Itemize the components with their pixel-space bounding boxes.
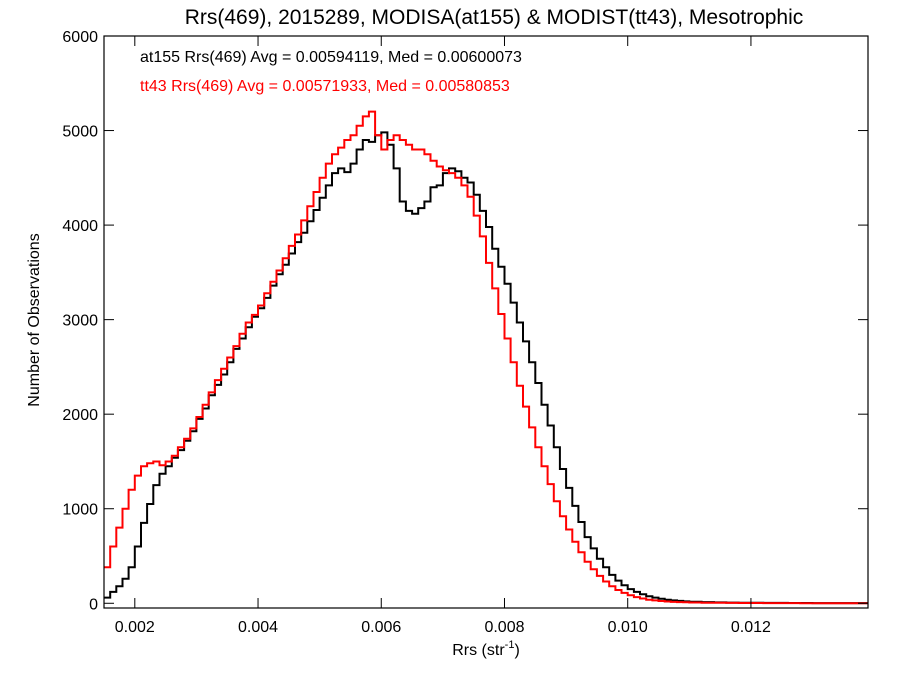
y-tick-label: 3000 bbox=[62, 313, 98, 330]
y-tick-label: 1000 bbox=[62, 502, 98, 519]
x-tick-label: 0.010 bbox=[608, 619, 648, 636]
x-axis-label-main: Rrs (str bbox=[452, 642, 505, 659]
stat-label-at155: at155 Rrs(469) Avg = 0.00594119, Med = 0… bbox=[140, 49, 522, 66]
x-axis-label: Rrs (str-1) bbox=[452, 639, 520, 659]
stat-label-tt43: tt43 Rrs(469) Avg = 0.00571933, Med = 0.… bbox=[140, 78, 510, 95]
x-tick-label: 0.006 bbox=[361, 619, 401, 636]
x-axis-label-close: ) bbox=[514, 642, 519, 659]
x-axis-label-superscript: -1 bbox=[505, 639, 515, 651]
y-tick-label: 2000 bbox=[62, 407, 98, 424]
y-tick-label: 0 bbox=[89, 596, 98, 613]
chart-title: Rrs(469), 2015289, MODISA(at155) & MODIS… bbox=[185, 6, 804, 29]
plot-area: 0.002 0.004 0.006 0.008 0.010 0.012 0 1000 2000… bbox=[62, 29, 869, 636]
y-tick-label: 5000 bbox=[62, 124, 98, 141]
y-tick-label: 4000 bbox=[62, 218, 98, 235]
x-axis: 0.002 0.004 0.006 0.008 0.010 0.012 bbox=[115, 36, 771, 636]
x-tick-label: 0.004 bbox=[238, 619, 278, 636]
x-tick-label: 0.012 bbox=[731, 619, 771, 636]
series-tt43-line bbox=[104, 110, 868, 605]
series-layer bbox=[104, 110, 868, 605]
plot-frame bbox=[103, 35, 869, 609]
x-tick-label: 0.008 bbox=[484, 619, 524, 636]
y-tick-label: 6000 bbox=[62, 29, 98, 46]
y-axis: 0 1000 2000 3000 4000 5000 6000 bbox=[62, 29, 868, 613]
y-axis-label: Number of Observations bbox=[26, 233, 43, 406]
x-tick-label: 0.002 bbox=[115, 619, 155, 636]
